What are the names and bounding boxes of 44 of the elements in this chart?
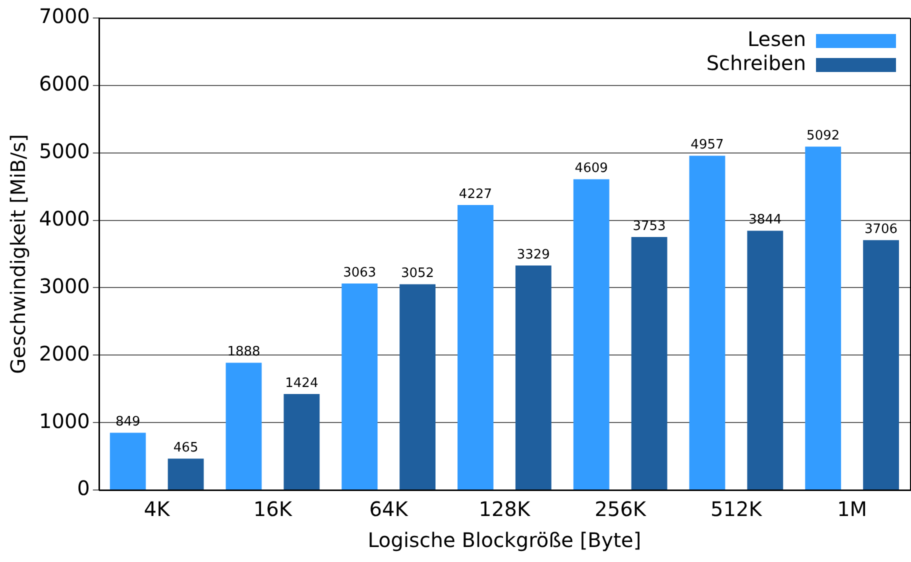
x-tick-label: 256K (594, 497, 647, 522)
legend-label: Lesen (748, 27, 806, 52)
data-label: 3063 (343, 265, 376, 280)
bar (631, 236, 668, 490)
data-label: 3329 (516, 247, 550, 262)
data-label: 3052 (401, 266, 434, 282)
legend-label: Schreiben (706, 51, 806, 76)
y-axis-title: Geschwindigkeit [MiB/s] (6, 134, 30, 374)
y-tick-label: 0 (77, 476, 90, 500)
bar (168, 458, 204, 490)
bar (515, 266, 552, 490)
data-label: 3753 (632, 218, 666, 234)
y-tick-label: 3000 (38, 274, 90, 298)
data-label: 465 (173, 440, 198, 456)
y-tick-label: 6000 (38, 72, 90, 96)
bar (573, 179, 610, 490)
bar (689, 156, 726, 490)
bar (805, 146, 842, 490)
x-tick-label: 512K (710, 497, 763, 522)
bar (458, 204, 494, 490)
data-label: 3706 (864, 222, 898, 237)
x-tick-label: 128K (478, 497, 531, 522)
x-tick-label: 16K (253, 497, 293, 522)
y-tick-label: 1000 (38, 408, 90, 433)
data-label: 4227 (458, 186, 492, 202)
x-axis-title: Logische Blockgröße [Byte] (368, 528, 642, 552)
bar (284, 394, 320, 490)
bar (863, 240, 899, 490)
data-label: 5092 (806, 128, 840, 144)
bar (400, 284, 436, 490)
data-label: 4957 (690, 138, 724, 153)
x-tick-label: 64K (369, 497, 409, 522)
bar (747, 230, 784, 490)
bar (342, 283, 378, 490)
data-label: 4609 (574, 161, 608, 176)
y-tick-label: 5000 (38, 139, 90, 164)
bar (110, 432, 146, 490)
bar (226, 362, 262, 490)
x-tick-label: 4K (144, 497, 171, 522)
y-tick-label: 2000 (38, 341, 90, 366)
x-tick-label: 1M (837, 497, 868, 522)
data-label: 1424 (285, 376, 318, 391)
y-tick-label: 7000 (38, 4, 90, 28)
y-tick-label: 4000 (38, 206, 90, 230)
